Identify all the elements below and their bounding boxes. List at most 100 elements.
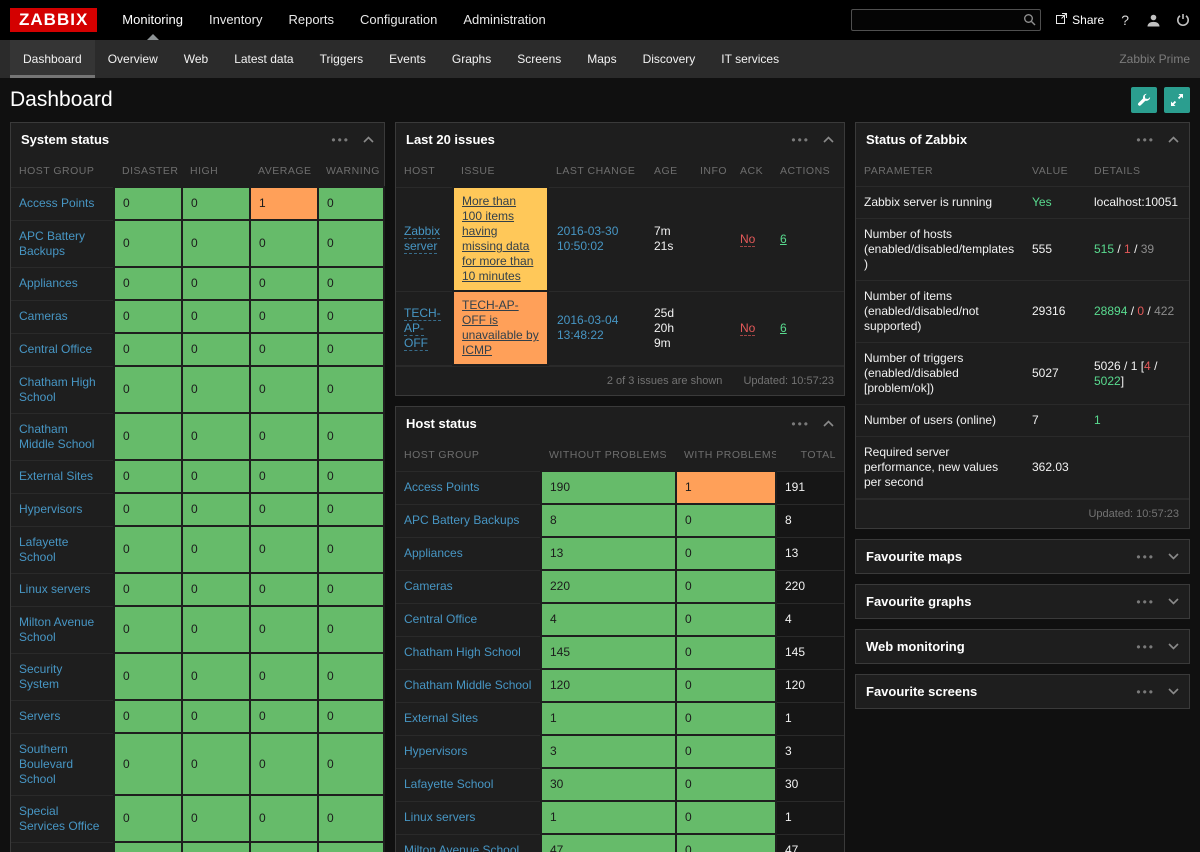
- total-cell: 1: [776, 702, 844, 736]
- widget-menu-icon[interactable]: •••: [1136, 132, 1155, 147]
- widget-menu-icon[interactable]: •••: [1136, 684, 1155, 699]
- host-group-link[interactable]: Chatham High School: [404, 645, 521, 659]
- last-change-link[interactable]: 2016-03-04 13:48:22: [557, 313, 619, 342]
- subnav-item-triggers[interactable]: Triggers: [319, 52, 364, 66]
- count-cell-warning: 0: [317, 525, 385, 574]
- host-group-cell: External Sites: [396, 702, 541, 736]
- logout-icon[interactable]: [1176, 13, 1190, 27]
- subnav-item-screens[interactable]: Screens: [517, 52, 562, 66]
- host-group-link[interactable]: Chatham High School: [19, 374, 96, 404]
- host-group-cell: Chatham High School: [11, 366, 114, 414]
- subnav-item-dashboard[interactable]: Dashboard: [10, 40, 95, 78]
- host-group-link[interactable]: Lafayette School: [404, 777, 494, 791]
- host-group-link[interactable]: External Sites: [19, 469, 94, 483]
- host-group-link[interactable]: Southern Boulevard School: [19, 741, 74, 786]
- count-cell-average: 0: [249, 412, 319, 461]
- main-nav-item-inventory[interactable]: Inventory: [208, 12, 263, 27]
- count-cell-disaster: 0: [113, 365, 183, 414]
- fullscreen-button[interactable]: [1164, 87, 1190, 113]
- host-group-link[interactable]: Chatham Middle School: [404, 678, 532, 692]
- chevron-up-icon[interactable]: [823, 420, 834, 427]
- host-group-link[interactable]: Hypervisors: [19, 502, 83, 516]
- actions-link[interactable]: 6: [780, 320, 787, 335]
- ack-link[interactable]: No: [740, 320, 756, 336]
- host-group-link[interactable]: Special Services Office: [19, 803, 100, 833]
- status-row: Zabbix server is running Yes localhost:100…: [856, 186, 1189, 219]
- host-group-cell: Security System: [11, 653, 114, 701]
- host-group-link[interactable]: Security System: [19, 661, 63, 691]
- last-change-link[interactable]: 2016-03-30 10:50:02: [557, 224, 619, 253]
- widget-menu-icon[interactable]: •••: [791, 132, 810, 147]
- zabbix-logo[interactable]: ZABBIX: [10, 8, 98, 32]
- widget-menu-icon[interactable]: •••: [1136, 549, 1155, 564]
- host-status-row: Chatham High School 145 0 145: [396, 635, 844, 670]
- host-group-link[interactable]: APC Battery Backups: [404, 513, 520, 527]
- subnav-item-latest-data[interactable]: Latest data: [234, 52, 294, 66]
- host-group-link[interactable]: External Sites: [404, 711, 479, 725]
- main-nav-item-reports[interactable]: Reports: [288, 12, 334, 27]
- main-nav-item-monitoring[interactable]: Monitoring: [109, 0, 196, 40]
- subnav-item-web[interactable]: Web: [183, 52, 209, 66]
- host-group-link[interactable]: Access Points: [404, 480, 480, 494]
- host-group-link[interactable]: Milton Avenue School: [19, 614, 95, 644]
- chevron-down-icon[interactable]: [1168, 688, 1179, 695]
- help-button[interactable]: ?: [1121, 12, 1129, 28]
- ack-link[interactable]: No: [740, 231, 756, 247]
- without-problems-cell: 4: [540, 602, 677, 637]
- column-header-issue: ISSUE: [453, 156, 548, 188]
- count-cell-disaster: 0: [113, 299, 183, 334]
- widget-controls: •••: [1136, 134, 1179, 146]
- subnav-item-graphs[interactable]: Graphs: [451, 52, 492, 66]
- chevron-up-icon[interactable]: [1168, 136, 1179, 143]
- system-status-row: Milton Avenue School 0 0 0 0: [11, 605, 385, 654]
- top-bar-actions: Share ?: [851, 9, 1190, 31]
- actions-link[interactable]: 6: [780, 231, 787, 246]
- with-problems-cell: 0: [675, 503, 777, 538]
- subnav-item-it-services[interactable]: IT services: [721, 52, 780, 66]
- main-nav-item-configuration[interactable]: Configuration: [360, 12, 438, 27]
- dashboard-config-button[interactable]: [1131, 87, 1157, 113]
- host-group-link[interactable]: Central Office: [19, 342, 93, 356]
- chevron-up-icon[interactable]: [823, 136, 834, 143]
- widget-menu-icon[interactable]: •••: [791, 416, 810, 431]
- host-group-link[interactable]: Chatham Middle School: [19, 421, 95, 451]
- host-group-link[interactable]: Central Office: [404, 612, 478, 626]
- search-icon[interactable]: [1023, 13, 1036, 26]
- host-link[interactable]: Zabbix server: [404, 224, 441, 254]
- widget-menu-icon[interactable]: •••: [1136, 639, 1155, 654]
- host-group-link[interactable]: Linux servers: [404, 810, 476, 824]
- host-group-link[interactable]: Appliances: [404, 546, 463, 560]
- host-link[interactable]: TECH-AP-OFF: [404, 305, 441, 351]
- chevron-down-icon[interactable]: [1168, 643, 1179, 650]
- chevron-down-icon[interactable]: [1168, 553, 1179, 560]
- share-button[interactable]: Share: [1056, 13, 1104, 27]
- issue-link[interactable]: More than 100 items having missing data …: [462, 194, 534, 283]
- main-nav-item-administration[interactable]: Administration: [463, 12, 546, 27]
- widget-header: Favourite graphs •••: [856, 585, 1189, 618]
- host-group-link[interactable]: Access Points: [19, 196, 95, 210]
- widget-menu-icon[interactable]: •••: [331, 132, 350, 147]
- subnav-item-events[interactable]: Events: [389, 52, 426, 66]
- host-group-link[interactable]: Cameras: [404, 579, 453, 593]
- system-status-row: Servers 0 0 0 0: [11, 699, 385, 734]
- host-group-link[interactable]: Milton Avenue School: [404, 843, 520, 852]
- subnav-item-discovery[interactable]: Discovery: [642, 52, 696, 66]
- user-profile-icon[interactable]: [1146, 13, 1161, 28]
- table-header-row: HOST GROUP DISASTER HIGH AVERAGE WARNING: [11, 156, 384, 188]
- search-input[interactable]: [851, 9, 1042, 31]
- issue-link[interactable]: TECH-AP-OFF is unavailable by ICMP: [462, 298, 539, 357]
- chevron-up-icon[interactable]: [363, 136, 374, 143]
- host-group-link[interactable]: Cameras: [19, 309, 68, 323]
- subnav-item-maps[interactable]: Maps: [587, 52, 617, 66]
- host-group-cell: Access Points: [11, 187, 114, 221]
- host-group-link[interactable]: Servers: [19, 709, 61, 723]
- details-cell: 5026 / 1 [4 / 5022]: [1086, 342, 1189, 405]
- host-group-link[interactable]: APC Battery Backups: [19, 228, 86, 258]
- chevron-down-icon[interactable]: [1168, 598, 1179, 605]
- widget-menu-icon[interactable]: •••: [1136, 594, 1155, 609]
- host-group-link[interactable]: Hypervisors: [404, 744, 468, 758]
- host-group-link[interactable]: Linux servers: [19, 582, 91, 596]
- host-group-link[interactable]: Appliances: [19, 276, 78, 290]
- host-group-link[interactable]: Lafayette School: [19, 534, 69, 564]
- subnav-item-overview[interactable]: Overview: [107, 52, 158, 66]
